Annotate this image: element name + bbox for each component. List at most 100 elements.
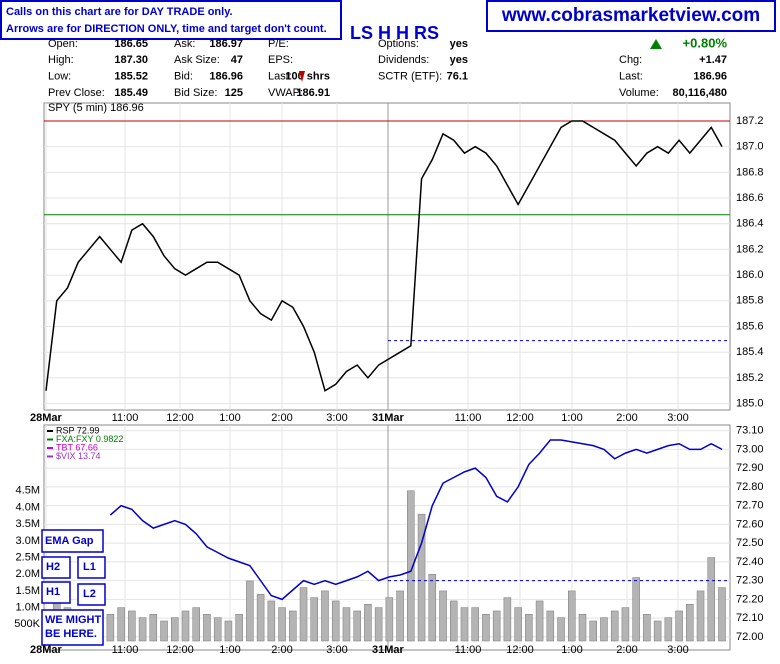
quote-label: Last:	[268, 71, 292, 83]
y2-tick-label: 1.5M	[16, 585, 40, 597]
volume-bar	[310, 597, 319, 642]
volume-bar	[718, 587, 726, 642]
y-tick-label: 186.0	[736, 269, 764, 281]
quote-value: 185.52	[114, 71, 148, 83]
x-tick-label: 31Mar	[372, 412, 405, 424]
y-tick-label: 186.6	[736, 192, 764, 204]
volume-bar	[181, 610, 190, 642]
volume-bar	[482, 614, 490, 642]
x-tick-label: 2:00	[271, 412, 292, 424]
y-tick-label: 72.40	[736, 556, 764, 568]
down-arrow	[299, 71, 305, 82]
volume-bar	[321, 590, 329, 642]
quote-label: Bid:	[174, 71, 193, 83]
volume-bar	[160, 620, 168, 642]
x-tick-label: 12:00	[166, 644, 194, 656]
y-tick-label: 185.8	[736, 295, 764, 307]
annotation: L1	[83, 561, 96, 573]
annotation-box	[41, 581, 71, 604]
volume-bar	[385, 597, 394, 642]
volume-bar	[342, 607, 351, 642]
volume-bar	[256, 594, 265, 642]
quote-value: 186.96	[209, 71, 243, 83]
volume-bar	[106, 614, 115, 642]
volume-bar	[514, 607, 522, 642]
notice: Arrows are for DIRECTION ONLY, time and …	[6, 23, 327, 35]
quote-value: 186.65	[114, 38, 148, 50]
annotation: EMA Gap	[45, 535, 94, 547]
volume-bar	[568, 590, 576, 642]
legend: RSP 72.99	[56, 425, 99, 435]
y2-tick-label: 3.5M	[16, 518, 40, 530]
x-tick-label: 2:00	[616, 644, 637, 656]
y-tick-label: 72.70	[736, 500, 764, 512]
notice: Calls on this chart are for DAY TRADE on…	[6, 6, 233, 18]
quote-value: 185.49	[114, 87, 148, 99]
volume-bar	[578, 614, 587, 642]
quote-label: EPS:	[268, 54, 293, 66]
quote-label: Open:	[48, 38, 78, 50]
quote-value: 186.97	[209, 38, 243, 50]
y-tick-label: 72.00	[736, 631, 764, 643]
y2-tick-label: 4.0M	[16, 501, 40, 513]
volume-bar	[267, 600, 276, 642]
y-tick-label: 185.0	[736, 397, 764, 409]
y-tick-label: 187.2	[736, 115, 764, 127]
volume-bar	[224, 620, 233, 642]
y-tick-label: 72.80	[736, 481, 764, 493]
x-tick-label: 3:00	[326, 412, 347, 424]
volume-bar	[213, 617, 222, 642]
volume-bar	[331, 600, 340, 642]
y-tick-label: 72.50	[736, 537, 764, 549]
x-tick-label: 11:00	[112, 644, 139, 656]
quote-value: 187.30	[114, 54, 148, 66]
volume-bar	[492, 610, 501, 642]
quote-label: Last:	[619, 71, 643, 83]
volume-bar	[428, 573, 437, 642]
y2-tick-label: 1.0M	[16, 602, 40, 614]
y-tick-label: 185.2	[736, 372, 764, 384]
volume-bar	[589, 620, 597, 642]
x-tick-label: 11:00	[455, 412, 482, 424]
y-tick-label: 186.8	[736, 166, 764, 178]
quote-label: Options:	[378, 38, 419, 50]
notice-box	[0, 0, 342, 40]
quote-value: 80,116,480	[673, 87, 727, 99]
x-tick-label: 31Mar	[372, 644, 405, 656]
legend: $VIX 13.74	[56, 451, 101, 461]
quote-value: +1.47	[699, 54, 727, 66]
legend: TBT 67.66	[56, 442, 98, 452]
volume-bar	[117, 607, 125, 642]
volume-bar	[686, 604, 694, 642]
y-tick-label: 73.00	[736, 443, 764, 455]
volume-bar	[353, 610, 361, 642]
x-tick-label: 1:00	[219, 644, 240, 656]
y2-tick-label: 3.0M	[16, 535, 40, 547]
change-pct: +0.80%	[683, 35, 728, 50]
x-tick-label: 12:00	[166, 412, 194, 424]
series-line	[109, 439, 723, 601]
legend-swatch	[47, 430, 53, 432]
quote-value: 186.96	[693, 71, 727, 83]
volume-bar	[643, 614, 651, 642]
quote-label: P/E:	[268, 38, 289, 50]
y2-tick-label: 4.5M	[16, 485, 40, 497]
site-box	[486, 0, 776, 32]
quote-value: 76.1	[447, 71, 468, 83]
pattern: LS H H RS	[350, 23, 439, 43]
volume-bar	[675, 610, 683, 642]
volume-bar	[610, 610, 619, 642]
volume-bar	[374, 607, 383, 642]
y-tick-label: 72.90	[736, 462, 764, 474]
x-tick-label: 12:00	[506, 644, 534, 656]
x-tick-label: 12:00	[506, 412, 534, 424]
annotation-box	[41, 556, 71, 579]
y-tick-label: 73.10	[736, 425, 764, 437]
quote-value: 100 shrs	[285, 71, 330, 83]
quote-value: 186.91	[296, 87, 330, 99]
y-tick-label: 72.60	[736, 518, 764, 530]
volume-bar	[235, 614, 243, 642]
volume-bar	[128, 610, 136, 642]
volume-bar	[557, 617, 565, 642]
